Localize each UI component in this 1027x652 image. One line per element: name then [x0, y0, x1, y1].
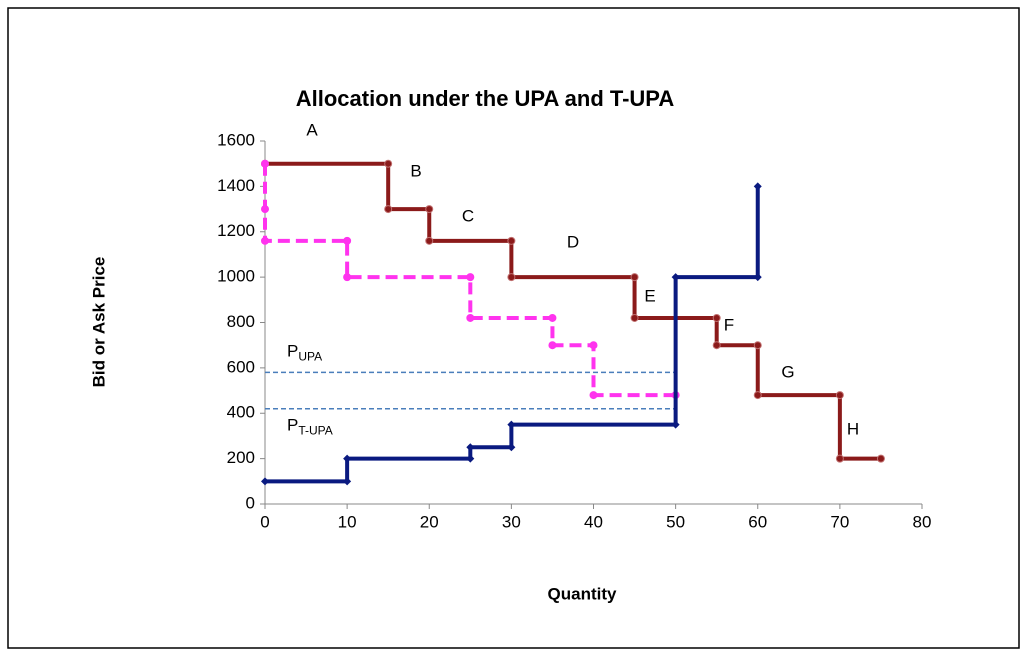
point	[712, 313, 721, 322]
point	[425, 236, 434, 245]
point	[630, 273, 639, 282]
x-axis-label: Quantity	[548, 584, 617, 603]
point	[507, 236, 516, 245]
step-label: B	[410, 161, 421, 180]
point	[753, 391, 762, 400]
point	[548, 341, 557, 350]
price-subscript: UPA	[298, 350, 322, 364]
y-tick-label: 1200	[217, 221, 255, 240]
point	[835, 391, 844, 400]
point	[261, 236, 269, 245]
point	[425, 205, 434, 214]
price-subscript: T-UPA	[298, 424, 332, 438]
price-symbol: P	[287, 342, 298, 361]
x-tick-label: 40	[584, 512, 603, 531]
point	[343, 454, 352, 463]
point	[712, 341, 721, 350]
step-label: D	[567, 232, 579, 251]
step-labels: A B C D E F G H	[306, 120, 859, 438]
point	[384, 205, 393, 214]
step-label: E	[644, 286, 655, 305]
point	[671, 273, 680, 282]
series-line	[265, 161, 881, 461]
y-tick-label: 1000	[217, 267, 255, 286]
price-symbol: P	[287, 416, 298, 435]
point	[753, 341, 762, 350]
y-tick-label: 400	[227, 403, 255, 422]
point	[507, 273, 516, 282]
chart-frame	[7, 7, 1020, 649]
y-tick-label: 800	[227, 312, 255, 331]
point	[466, 273, 475, 282]
price-label: PUPA	[287, 342, 322, 364]
step-label: H	[847, 419, 859, 438]
step-label: C	[462, 206, 474, 225]
price-label: PT-UPA	[287, 416, 333, 438]
x-tick-label: 80	[913, 512, 932, 531]
point	[261, 477, 269, 486]
point	[507, 420, 516, 429]
step-label: G	[781, 362, 794, 381]
chart-title: Allocation under the UPA and T-UPA	[296, 86, 675, 111]
y-axis-label: Bid or Ask Price	[89, 257, 108, 388]
point	[835, 454, 844, 463]
point	[343, 273, 352, 282]
point	[753, 182, 762, 191]
point	[343, 236, 352, 245]
x-tick-label: 20	[420, 512, 439, 531]
point	[507, 443, 516, 452]
x-tick-label: 70	[830, 512, 849, 531]
step-label: A	[306, 120, 318, 139]
y-tick-label: 1600	[217, 130, 255, 149]
point	[261, 159, 269, 168]
y-tick-label: 0	[246, 493, 255, 512]
point	[671, 420, 680, 429]
point	[466, 454, 475, 463]
x-tick-label: 50	[666, 512, 685, 531]
point	[384, 159, 393, 168]
point	[876, 454, 885, 463]
point	[548, 313, 557, 322]
y-tick-label: 600	[227, 357, 255, 376]
point	[589, 341, 598, 350]
point	[261, 205, 269, 214]
x-tick-label: 30	[502, 512, 521, 531]
x-tick-label: 10	[338, 512, 357, 531]
step-label: F	[724, 315, 734, 334]
point	[753, 273, 762, 282]
x-tick-label: 60	[748, 512, 767, 531]
x-tick-label: 0	[260, 512, 269, 531]
point	[466, 443, 475, 452]
point	[630, 313, 639, 322]
y-tick-label: 1400	[217, 176, 255, 195]
point	[466, 313, 475, 322]
point	[343, 477, 352, 486]
y-tick-label: 200	[227, 448, 255, 467]
point	[589, 391, 598, 400]
